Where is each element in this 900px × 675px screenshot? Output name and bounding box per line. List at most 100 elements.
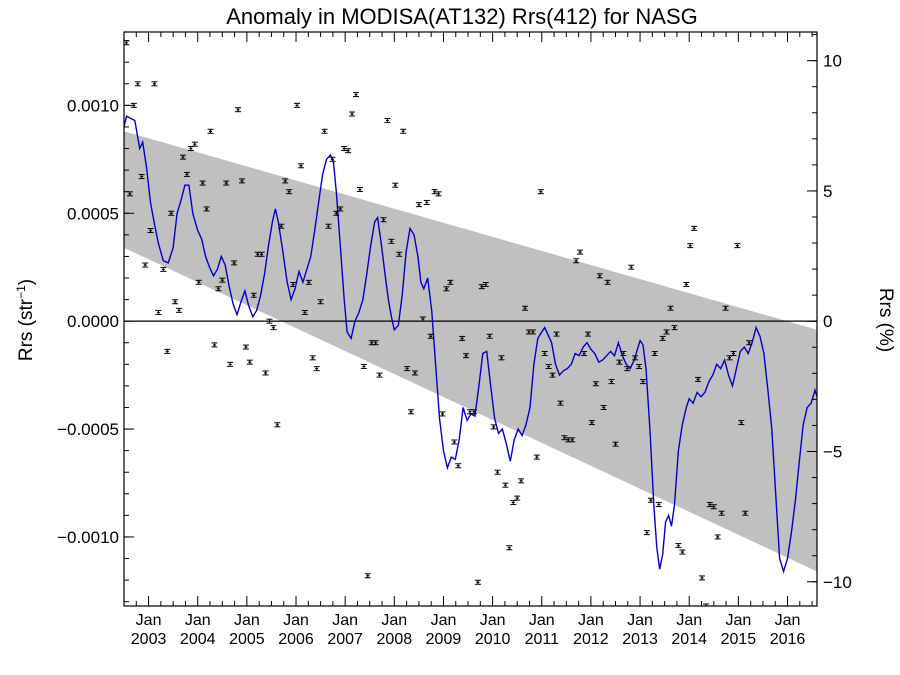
data-point: [467, 409, 474, 415]
data-point: [411, 370, 418, 376]
data-point: [624, 366, 631, 372]
data-point: [274, 422, 281, 428]
data-point: [286, 189, 293, 195]
data-point: [545, 363, 552, 369]
data-point: [718, 510, 725, 516]
data-point: [667, 305, 674, 311]
data-point: [663, 329, 670, 335]
data-point: [317, 299, 324, 305]
data-point: [419, 316, 426, 322]
data-point: [309, 355, 316, 361]
y-axis-left-label-main: Rrs (str: [16, 298, 37, 361]
data-point: [612, 441, 619, 447]
data-point: [604, 279, 611, 285]
data-point: [142, 262, 149, 268]
data-point: [372, 340, 379, 346]
data-point: [305, 279, 312, 285]
data-point: [262, 370, 269, 376]
data-point: [147, 228, 154, 234]
data-point: [510, 499, 517, 505]
data-point: [388, 238, 395, 244]
data-point: [266, 318, 273, 324]
x-tick-label-year: 2007: [327, 631, 363, 648]
x-tick-label-month: Jan: [185, 612, 211, 629]
data-point: [474, 579, 481, 585]
data-point: [518, 478, 525, 484]
data-point: [722, 305, 729, 311]
x-tick-label-month: Jan: [332, 612, 358, 629]
data-point: [647, 497, 654, 503]
data-point: [138, 174, 145, 180]
data-point: [592, 381, 599, 387]
data-point: [608, 379, 615, 385]
data-point: [463, 353, 470, 359]
y-axis-right-label: Rrs (%): [875, 288, 896, 352]
y-tick-label-right: 0: [823, 312, 832, 331]
data-point: [400, 128, 407, 134]
data-point: [282, 178, 289, 184]
x-tick-label-month: Jan: [431, 612, 457, 629]
data-point: [557, 400, 564, 406]
y-tick-label-left: −0.0005: [57, 420, 119, 439]
data-point: [569, 437, 576, 443]
data-point: [345, 148, 352, 154]
data-point: [683, 281, 690, 287]
data-point: [376, 372, 383, 378]
data-point: [671, 325, 678, 331]
data-point: [659, 335, 666, 341]
data-point: [172, 299, 179, 305]
data-point: [297, 163, 304, 169]
y-tick-label-right: 10: [823, 52, 842, 71]
data-point: [573, 258, 580, 264]
data-point: [235, 107, 242, 113]
x-tick-label-year: 2009: [426, 631, 462, 648]
x-tick-label-month: Jan: [725, 612, 751, 629]
data-point: [553, 331, 560, 337]
y-tick-label-left: 0.0010: [67, 96, 119, 115]
data-point: [392, 182, 399, 188]
data-point: [679, 549, 686, 555]
data-point: [470, 409, 477, 415]
data-point: [439, 411, 446, 417]
data-point: [301, 310, 308, 316]
x-tick-label-year: 2005: [229, 631, 265, 648]
data-point: [191, 141, 198, 147]
x-tick-label-month: Jan: [136, 612, 162, 629]
data-point: [443, 286, 450, 292]
confidence-band: [124, 131, 817, 572]
data-point: [620, 351, 627, 357]
data-point: [258, 251, 265, 257]
y-axis-left-label-close: ): [16, 279, 37, 285]
x-tick-label-month: Jan: [283, 612, 309, 629]
data-point: [738, 420, 745, 426]
x-tick-label-year: 2008: [377, 631, 413, 648]
data-point: [151, 81, 158, 87]
data-point: [746, 340, 753, 346]
data-point: [207, 128, 214, 134]
y-tick-label-left: −0.0010: [57, 528, 119, 547]
smoothed-anomaly-line: [124, 115, 817, 574]
x-tick-label-month: Jan: [529, 612, 555, 629]
y-tick-label-left: 0.0005: [67, 204, 119, 223]
y-axis-left-label-sup: −1: [14, 285, 28, 299]
data-point: [294, 102, 301, 108]
chart-title: Anomaly in MODISA(AT132) Rrs(412) for NA…: [226, 4, 698, 29]
data-point: [459, 335, 466, 341]
data-point: [584, 331, 591, 337]
data-point: [313, 366, 320, 372]
data-point: [455, 463, 462, 469]
y-tick-label-right: −10: [823, 573, 852, 592]
data-point: [541, 351, 548, 357]
data-point: [155, 310, 162, 316]
data-point: [514, 495, 521, 501]
y-tick-label-left: 0.0000: [67, 312, 119, 331]
data-point: [278, 223, 285, 229]
y-tick-label-right: 5: [823, 182, 832, 201]
data-point: [451, 439, 458, 445]
data-point: [352, 92, 359, 98]
x-tick-label-month: Jan: [234, 612, 260, 629]
data-point: [628, 264, 635, 270]
data-point: [742, 510, 749, 516]
data-point: [486, 333, 493, 339]
